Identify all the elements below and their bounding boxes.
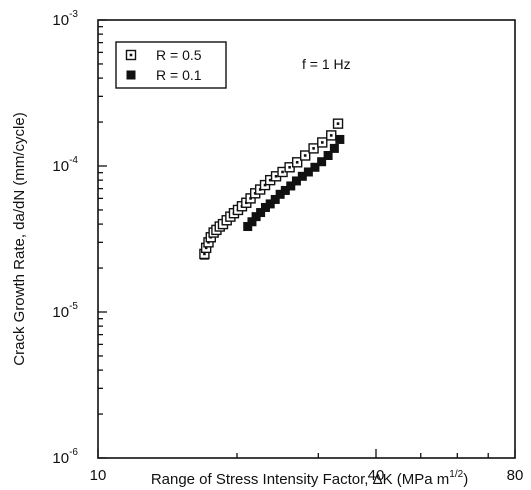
data-point <box>280 185 290 195</box>
data-point <box>256 208 266 218</box>
legend-label: R = 0.5 <box>156 47 202 63</box>
x-tick-label: 10 <box>90 467 107 484</box>
data-point <box>291 176 301 186</box>
x-tick-label: 40 <box>368 467 385 484</box>
y-tick-label-exp: -3 <box>69 9 78 20</box>
frequency-annotation: f = 1 Hz <box>302 56 351 72</box>
y-tick-label-base: 10 <box>52 304 69 321</box>
x-tick-label: 80 <box>507 467 524 484</box>
y-tick-label: 10-3 <box>52 9 78 29</box>
data-point <box>317 157 327 167</box>
data-point <box>286 181 296 191</box>
y-tick-label: 10-6 <box>52 447 78 467</box>
axes: 10 40 80 10-610-510-410-3 <box>52 9 523 484</box>
series-r-0-5 <box>199 118 344 260</box>
y-tick-label-base: 10 <box>52 158 69 175</box>
x-axis-title-sup: 1/2 <box>449 469 463 480</box>
data-point <box>299 150 311 161</box>
x-axis-ticks: 10 40 80 <box>90 449 524 484</box>
x-axis-title-main: Range of Stress Intensity Factor, ΔK (MP… <box>151 471 449 488</box>
data-point <box>329 143 339 153</box>
x-axis-title: Range of Stress Intensity Factor, ΔK (MP… <box>151 469 468 488</box>
legend-marker <box>126 70 136 80</box>
plot-frame <box>97 19 516 459</box>
y-tick-label-exp: -4 <box>69 155 78 166</box>
data-series <box>199 118 345 260</box>
data-point <box>317 137 328 148</box>
y-tick-label-base: 10 <box>52 12 69 29</box>
x-axis-title-end: ) <box>463 471 468 488</box>
y-axis-title: Crack Growth Rate, da/dN (mm/cycle) <box>11 112 28 365</box>
data-point <box>297 171 307 181</box>
data-point <box>326 130 337 141</box>
data-point <box>310 162 320 172</box>
data-point <box>335 134 345 144</box>
data-point <box>243 222 253 232</box>
series-r-0-1 <box>199 134 345 260</box>
y-tick-label-exp: -5 <box>69 301 78 312</box>
y-tick-label: 10-4 <box>52 155 78 175</box>
data-point <box>332 118 344 129</box>
data-point <box>270 194 280 204</box>
data-point <box>303 167 313 177</box>
y-axis-ticks: 10-610-510-410-3 <box>52 9 107 467</box>
data-point <box>265 199 275 209</box>
data-point <box>291 157 303 168</box>
legend-label: R = 0.1 <box>156 67 202 83</box>
data-point <box>275 189 285 199</box>
data-point <box>251 212 261 222</box>
y-tick-label-exp: -6 <box>69 447 78 458</box>
y-tick-label-base: 10 <box>52 450 69 467</box>
data-point <box>308 143 319 154</box>
data-point <box>260 202 270 212</box>
legend-entries: R = 0.5 R = 0.1 <box>125 47 202 83</box>
data-point <box>323 151 333 161</box>
y-tick-label: 10-5 <box>52 301 78 321</box>
data-point <box>247 217 257 227</box>
legend-marker <box>125 49 137 61</box>
legend: R = 0.5 R = 0.1 <box>115 41 227 89</box>
legend-box <box>115 41 227 89</box>
